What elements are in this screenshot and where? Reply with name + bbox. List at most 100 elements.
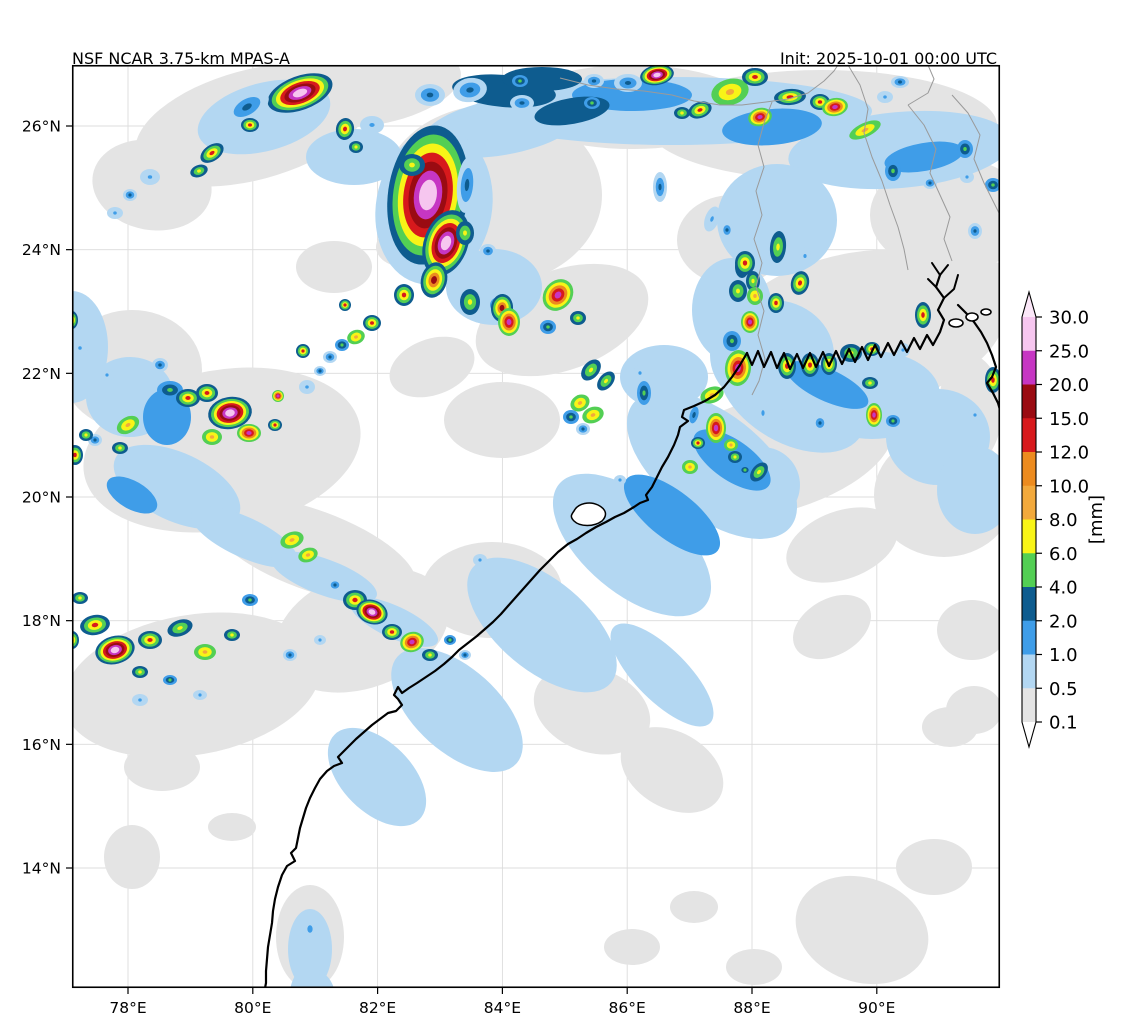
precip-patch: [726, 949, 782, 985]
colorbar-tick-label: 8.0: [1049, 510, 1078, 531]
precip-patch: [604, 929, 660, 965]
precip-cell-ring: [901, 348, 905, 352]
precip-cell: [735, 251, 755, 275]
precip-cell-ring: [128, 193, 132, 197]
x-tick-label: 88°E: [733, 999, 770, 1017]
precip-cell-ring: [105, 373, 109, 377]
precip-cell: [422, 649, 438, 661]
precip-cell: [570, 311, 586, 325]
colorbar-tick-label: 1.0: [1049, 645, 1078, 666]
precip-cell: [79, 429, 93, 441]
precip-cell-ring: [110, 646, 120, 654]
precip-cell-ring: [991, 183, 995, 187]
precip-cell-ring: [288, 653, 292, 657]
precip-cell: [799, 247, 811, 265]
precip-cell-ring: [757, 114, 763, 120]
precip-cell-ring: [318, 638, 322, 642]
y-tick-label: 24°N: [22, 241, 61, 259]
precip-cell-ring: [697, 108, 703, 112]
precip-cell: [563, 410, 579, 424]
precip-cell-ring: [658, 183, 662, 191]
precip-cell: [540, 320, 556, 334]
precip-cell: [637, 381, 651, 405]
precip-cell: [774, 88, 806, 106]
precip-cell-ring: [973, 413, 977, 417]
precip-cell-ring: [276, 394, 280, 398]
precip-cell: [202, 429, 222, 445]
precip-cell-ring: [466, 87, 474, 93]
precip-cell: [688, 101, 712, 119]
precip-cell: [194, 644, 216, 660]
colorbar-segment: [1022, 587, 1036, 622]
border-line: [951, 94, 1000, 216]
precip-cell: [298, 912, 322, 946]
precip-cell-ring: [868, 381, 872, 385]
precip-cell-ring: [248, 598, 252, 602]
border-line: [559, 65, 839, 106]
precip-cell-ring: [93, 438, 97, 442]
precip-cell: [112, 442, 128, 454]
map-frame: [71, 64, 1001, 989]
precip-cell: [190, 164, 208, 178]
precip-cell: [896, 343, 910, 357]
x-tick-label: 84°E: [484, 999, 521, 1017]
colorbar-tick-label: 10.0: [1049, 476, 1089, 497]
precip-cell-ring: [576, 316, 580, 320]
precip-cell-ring: [328, 355, 332, 359]
delta-island: [965, 312, 979, 322]
colorbar-segment: [1022, 519, 1036, 554]
precip-cell: [349, 141, 363, 153]
precip-cell-ring: [301, 349, 305, 353]
precip-cell-ring: [506, 318, 512, 326]
y-tick-label: 26°N: [22, 118, 61, 136]
precip-cell: [163, 675, 177, 685]
precip-cell-ring: [464, 178, 470, 192]
y-tick-label: 18°N: [22, 612, 61, 630]
precip-cell: [576, 423, 590, 435]
precip-cell: [225, 90, 269, 124]
precip-cell-ring: [725, 228, 729, 232]
precip-patch: [389, 336, 475, 398]
delta-island: [948, 318, 964, 328]
precip-cell-ring: [401, 292, 407, 298]
precip-cell-ring: [318, 369, 322, 373]
precip-cell-ring: [590, 413, 596, 417]
precip-patch: [296, 241, 372, 293]
precip-patch: [896, 839, 972, 895]
precip-cell: [778, 353, 796, 379]
colorbar-tick-label: 2.0: [1049, 611, 1078, 632]
country-borders: [559, 65, 1000, 396]
precip-cell-ring: [546, 325, 550, 329]
precip-cell-ring: [898, 80, 902, 84]
precip-cell: [750, 462, 768, 482]
precip-cell: [866, 403, 882, 427]
precip-cell-ring: [588, 367, 594, 373]
precip-patch: [208, 813, 256, 841]
precip-cell-ring: [113, 211, 117, 215]
precip-cell-ring: [248, 123, 252, 127]
precip-cell: [706, 413, 726, 443]
precip-cell: [862, 377, 878, 389]
river-line: [943, 274, 959, 299]
precip-cell-ring: [577, 401, 583, 405]
precip-cell-ring: [369, 123, 375, 127]
precip-cell: [581, 359, 601, 381]
precip-cell: [456, 157, 478, 213]
precip-patch: [306, 129, 402, 185]
precip-cell-ring: [198, 693, 202, 697]
precip-cell-ring: [292, 88, 308, 98]
precip-cell-ring: [428, 653, 432, 657]
precip-cell: [399, 154, 425, 176]
precip-cell: [728, 451, 742, 463]
precip-patch: [937, 446, 1000, 534]
precip-cell: [724, 439, 738, 451]
precip-cell-ring: [305, 385, 309, 389]
precip-patch: [106, 476, 158, 514]
precip-cell: [742, 68, 768, 86]
precip-patch: [937, 600, 1000, 660]
precip-cell: [510, 95, 534, 111]
precip-patch: [786, 507, 898, 583]
colorbar-tick-label: 25.0: [1049, 341, 1089, 362]
coastline: [263, 351, 749, 988]
precip-cell: [729, 280, 747, 302]
